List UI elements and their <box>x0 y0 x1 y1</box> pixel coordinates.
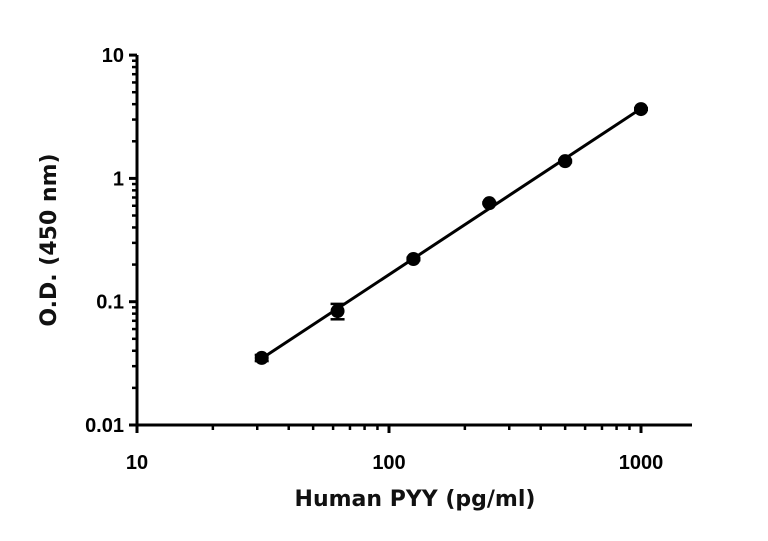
x-tick-label: 100 <box>372 452 405 474</box>
y-tick-label: 1 <box>113 168 124 190</box>
tick-labels: 0.01 0.1 1 10 10 100 1000 <box>85 45 663 474</box>
fit-line <box>260 107 642 360</box>
axes <box>129 53 692 433</box>
data-point <box>254 350 269 365</box>
data-point <box>558 154 573 169</box>
x-tick-label: 1000 <box>619 452 664 474</box>
data-point <box>330 302 345 321</box>
x-tick-label: 10 <box>126 452 148 474</box>
y-axis-title: O.D. (450 nm) <box>37 153 62 326</box>
data-point <box>406 251 421 266</box>
x-axis-title: Human PYY (pg/ml) <box>295 487 536 512</box>
data-point <box>634 102 648 117</box>
y-tick-label: 0.1 <box>96 292 124 314</box>
y-tick-label: 0.01 <box>85 415 124 437</box>
y-tick-label: 10 <box>102 45 124 67</box>
data-points <box>254 102 648 365</box>
data-point <box>482 196 497 211</box>
